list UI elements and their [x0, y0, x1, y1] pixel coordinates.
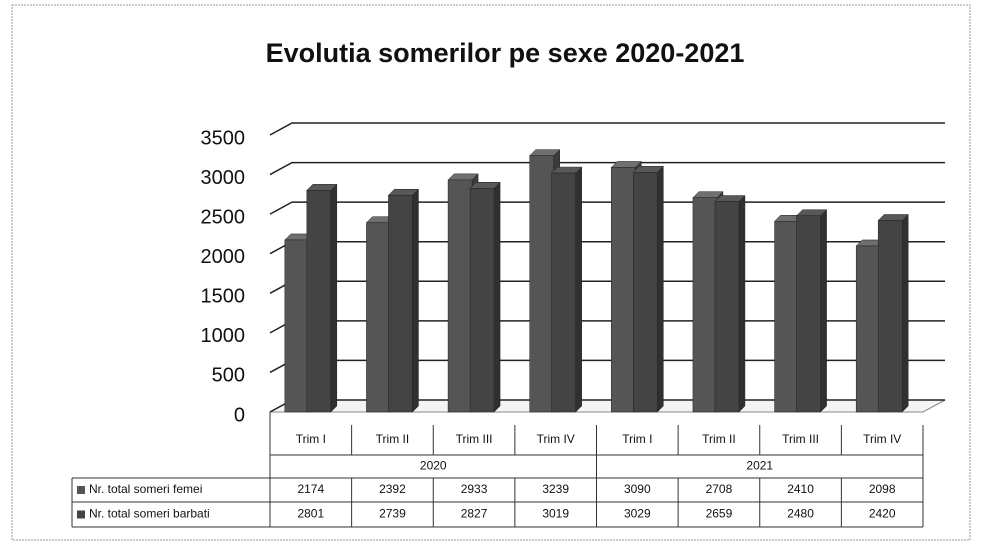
legend-key — [77, 486, 85, 494]
x-tick-label: Trim IV — [863, 432, 901, 446]
table-value: 2659 — [706, 507, 733, 521]
y-tick-label: 1000 — [201, 325, 246, 347]
bar — [632, 165, 664, 413]
bar-front — [366, 222, 391, 413]
bar-front — [877, 220, 903, 413]
table-value: 2801 — [297, 507, 324, 521]
bar-front — [447, 179, 473, 413]
x-tick-label: Trim III — [782, 432, 819, 446]
x-tick-label: Trim I — [622, 432, 652, 446]
bar-front — [692, 197, 718, 413]
bar — [877, 213, 909, 413]
bar-front — [284, 239, 310, 413]
bar — [306, 183, 338, 413]
table-value: 2098 — [869, 482, 896, 496]
bar-front — [633, 172, 658, 413]
y-tick-label: 2500 — [201, 206, 246, 228]
bar-front — [306, 190, 332, 413]
x-tick-label: Trim III — [456, 432, 493, 446]
legend-label: Nr. total someri barbati — [89, 507, 210, 521]
grid-line — [269, 122, 945, 136]
legend-label: Nr. total someri femei — [89, 482, 202, 496]
y-tick-label: 0 — [234, 404, 245, 426]
table-value: 3239 — [542, 482, 569, 496]
y-tick-label: 500 — [212, 365, 245, 387]
table-value: 2739 — [379, 507, 406, 521]
bar-front — [469, 188, 495, 413]
bar-side — [820, 209, 827, 413]
table-value: 2708 — [706, 482, 733, 496]
bar-side — [493, 181, 501, 413]
table-value: 2392 — [379, 482, 406, 496]
y-tick-label: 3500 — [201, 127, 246, 149]
y-tick-label: 1500 — [201, 286, 246, 308]
grid-line — [269, 161, 945, 176]
bar-front — [714, 201, 740, 413]
bar-front — [388, 194, 413, 413]
bar — [795, 209, 828, 413]
bar-side — [330, 183, 338, 413]
bar-side — [657, 165, 664, 413]
table-value: 3090 — [624, 482, 651, 496]
bar — [551, 166, 583, 413]
bar-front — [529, 155, 554, 413]
table-value: 2174 — [297, 482, 324, 496]
legend-key — [77, 510, 85, 519]
table-value: 2933 — [461, 482, 488, 496]
x-tick-label: Trim II — [702, 432, 736, 446]
table-value: 2420 — [869, 507, 896, 521]
table-value: 2827 — [461, 507, 488, 521]
table-value: 3019 — [542, 507, 569, 521]
bar-front — [611, 167, 636, 413]
table-value: 2410 — [787, 482, 814, 496]
bar-side — [575, 166, 582, 413]
bar-front — [855, 245, 881, 413]
bar-front — [551, 172, 576, 413]
bar — [387, 188, 420, 413]
group-label: 2021 — [746, 459, 773, 473]
x-tick-label: Trim I — [296, 432, 326, 446]
x-tick-label: Trim IV — [537, 432, 575, 446]
y-tick-label: 3000 — [201, 167, 246, 189]
table-value: 2480 — [787, 507, 814, 521]
bar-front — [774, 221, 799, 413]
bar-front — [796, 215, 821, 413]
bar — [714, 194, 746, 413]
bar — [469, 181, 501, 413]
bar-side — [738, 194, 746, 413]
group-label: 2020 — [420, 459, 447, 473]
table-value: 3029 — [624, 507, 651, 521]
x-tick-label: Trim II — [376, 432, 410, 446]
bar-side — [412, 188, 419, 413]
chart-title: Evolutia somerilor pe sexe 2020-2021 — [266, 38, 745, 68]
bar-side — [901, 213, 909, 413]
y-tick-label: 2000 — [201, 246, 246, 268]
